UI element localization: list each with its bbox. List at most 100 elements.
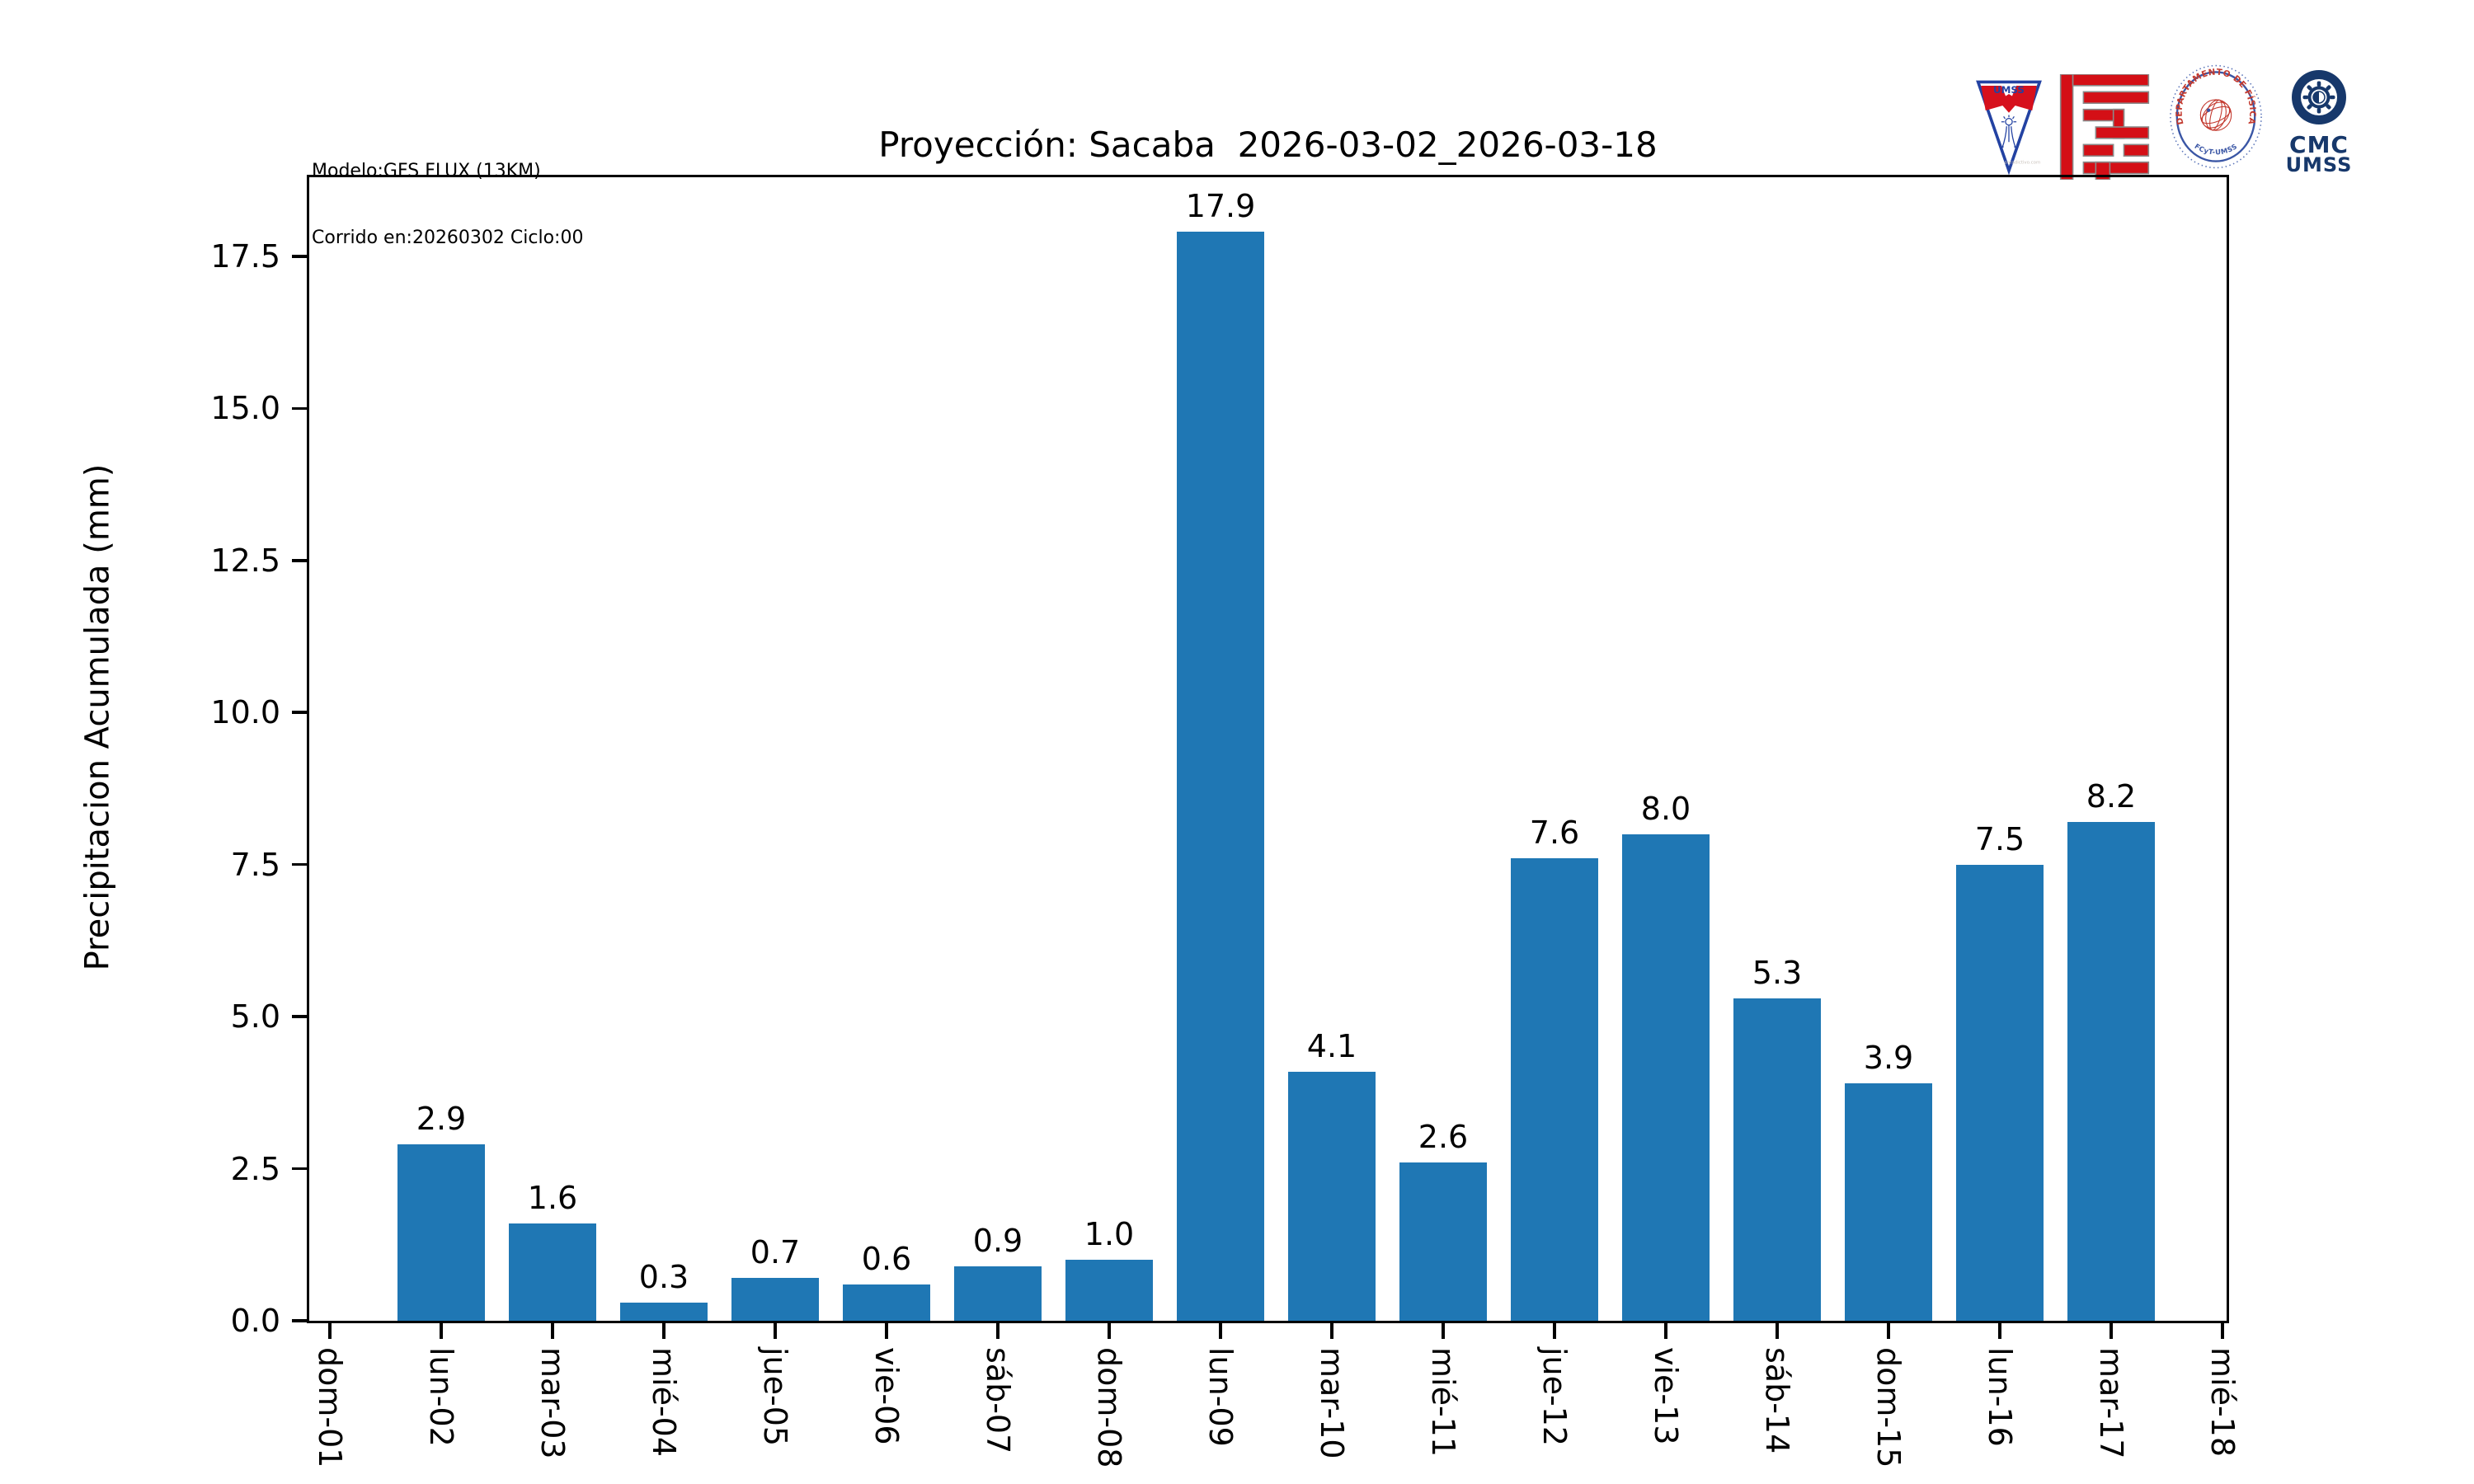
- x-tick-label: mié-18: [2204, 1347, 2241, 1458]
- x-tick: [1553, 1322, 1556, 1339]
- bar-value-label: 0.7: [750, 1234, 801, 1271]
- x-tick-label: lun-16: [1982, 1347, 2018, 1447]
- fcyt-logo: [2059, 74, 2150, 180]
- x-tick: [1664, 1322, 1667, 1339]
- x-tick-label: jue-12: [1536, 1347, 1573, 1447]
- x-tick-label: mié-04: [646, 1347, 682, 1458]
- y-tick-label: 5.0: [230, 998, 280, 1036]
- y-tick-label: 7.5: [230, 846, 280, 883]
- bar: [1845, 1083, 1932, 1321]
- x-tick: [1998, 1322, 2001, 1339]
- bar-value-label: 2.9: [416, 1101, 467, 1138]
- bar-value-label: 5.3: [1752, 954, 1803, 991]
- bar-value-label: 8.0: [1640, 790, 1691, 827]
- pennant-red-diamond: [1998, 94, 2020, 113]
- bar: [620, 1302, 708, 1321]
- bar-value-label: 4.1: [1306, 1027, 1357, 1064]
- y-tick-label: 2.5: [230, 1150, 280, 1187]
- y-tick-label: 12.5: [210, 542, 280, 579]
- bar: [1288, 1071, 1376, 1321]
- cmc-text-line1: CMC: [2289, 131, 2349, 158]
- x-tick-label: jue-05: [757, 1347, 793, 1447]
- bar: [1622, 834, 1710, 1321]
- x-tick-label: mié-11: [1425, 1347, 1461, 1458]
- y-tick: [291, 559, 308, 562]
- bar: [954, 1266, 1042, 1321]
- bar-value-label: 3.9: [1863, 1040, 1914, 1077]
- bar: [509, 1223, 596, 1321]
- pennant-ornament: [2000, 115, 2018, 149]
- seal-wavy-ring: [2175, 71, 2256, 162]
- y-tick: [291, 1167, 308, 1171]
- y-tick: [291, 255, 308, 258]
- bar: [1733, 998, 1821, 1321]
- bar: [397, 1144, 485, 1321]
- x-tick: [774, 1322, 777, 1339]
- x-tick: [996, 1322, 999, 1339]
- pennant-watermark: preadictivo.com: [2005, 161, 2041, 166]
- y-tick: [291, 862, 308, 866]
- x-tick-label: sáb-07: [980, 1347, 1016, 1454]
- bar-value-label: 0.9: [972, 1222, 1023, 1259]
- bar: [843, 1284, 930, 1321]
- bar-value-label: 1.6: [527, 1179, 578, 1216]
- plot-spines: [307, 175, 2229, 1323]
- bar: [2067, 822, 2155, 1321]
- bar-value-label: 8.2: [2086, 778, 2137, 815]
- x-tick: [1776, 1322, 1779, 1339]
- bar-value-label: 0.3: [638, 1258, 689, 1295]
- bar: [1177, 232, 1264, 1321]
- bar-value-label: 2.6: [1418, 1119, 1469, 1156]
- x-tick-label: mar-10: [1314, 1347, 1350, 1459]
- y-tick: [291, 1319, 308, 1322]
- x-tick-label: sáb-14: [1759, 1347, 1795, 1454]
- x-tick: [2109, 1322, 2113, 1339]
- x-tick-label: lun-02: [423, 1347, 459, 1447]
- x-tick: [1442, 1322, 1445, 1339]
- x-tick: [1219, 1322, 1222, 1339]
- x-tick: [1108, 1322, 1111, 1339]
- x-tick-label: vie-13: [1648, 1347, 1684, 1445]
- x-tick-label: dom-08: [1091, 1347, 1127, 1468]
- x-tick: [885, 1322, 888, 1339]
- x-tick-label: lun-09: [1202, 1347, 1239, 1447]
- bar-value-label: 7.6: [1529, 815, 1580, 852]
- bar: [731, 1278, 819, 1321]
- x-tick-label: dom-01: [312, 1347, 348, 1468]
- y-tick: [291, 406, 308, 411]
- pennant-umss-text: UMSS: [1993, 84, 2025, 96]
- cmc-text-line2: UMSS: [2286, 153, 2352, 173]
- y-axis-label: Precipitacion Acumulada (mm): [78, 463, 116, 971]
- cmc-halfmoon-ring: [2312, 91, 2326, 104]
- model-info: Modelo:GFS FLUX (13KM) Corrido en:202603…: [312, 115, 583, 294]
- x-tick-label: vie-06: [868, 1347, 905, 1445]
- model-info-line1: Modelo:GFS FLUX (13KM): [312, 161, 541, 181]
- y-tick-label: 10.0: [210, 694, 280, 731]
- model-info-line2: Corrido en:20260302 Ciclo:00: [312, 228, 584, 248]
- bar: [1399, 1162, 1487, 1321]
- cmc-logo: CMC UMSS: [2286, 70, 2352, 173]
- x-tick-label: mar-03: [534, 1347, 571, 1459]
- y-tick-label: 17.5: [210, 237, 280, 275]
- x-tick: [1330, 1322, 1333, 1339]
- bar: [1956, 864, 2044, 1321]
- page-title: Proyección: Sacaba 2026-03-02_2026-03-18: [878, 124, 1658, 165]
- y-tick: [291, 1015, 308, 1018]
- bar-value-label: 0.6: [861, 1240, 912, 1277]
- x-tick: [2221, 1322, 2224, 1339]
- y-tick-label: 0.0: [230, 1303, 280, 1339]
- seal-globe: [2199, 99, 2232, 131]
- x-tick: [1887, 1322, 1890, 1339]
- bar: [1511, 858, 1598, 1321]
- umss-pennant-logo: UMSS preadictivo.com: [1976, 80, 2042, 176]
- y-tick: [291, 711, 308, 714]
- bar-value-label: 7.5: [1974, 820, 2025, 857]
- x-tick: [440, 1322, 443, 1339]
- x-tick: [328, 1322, 332, 1339]
- seal-globe-dot: [2206, 108, 2211, 112]
- x-tick: [662, 1322, 666, 1339]
- y-tick-label: 15.0: [210, 390, 280, 427]
- x-tick-label: mar-17: [2093, 1347, 2129, 1459]
- bar: [1065, 1260, 1153, 1321]
- x-tick: [551, 1322, 554, 1339]
